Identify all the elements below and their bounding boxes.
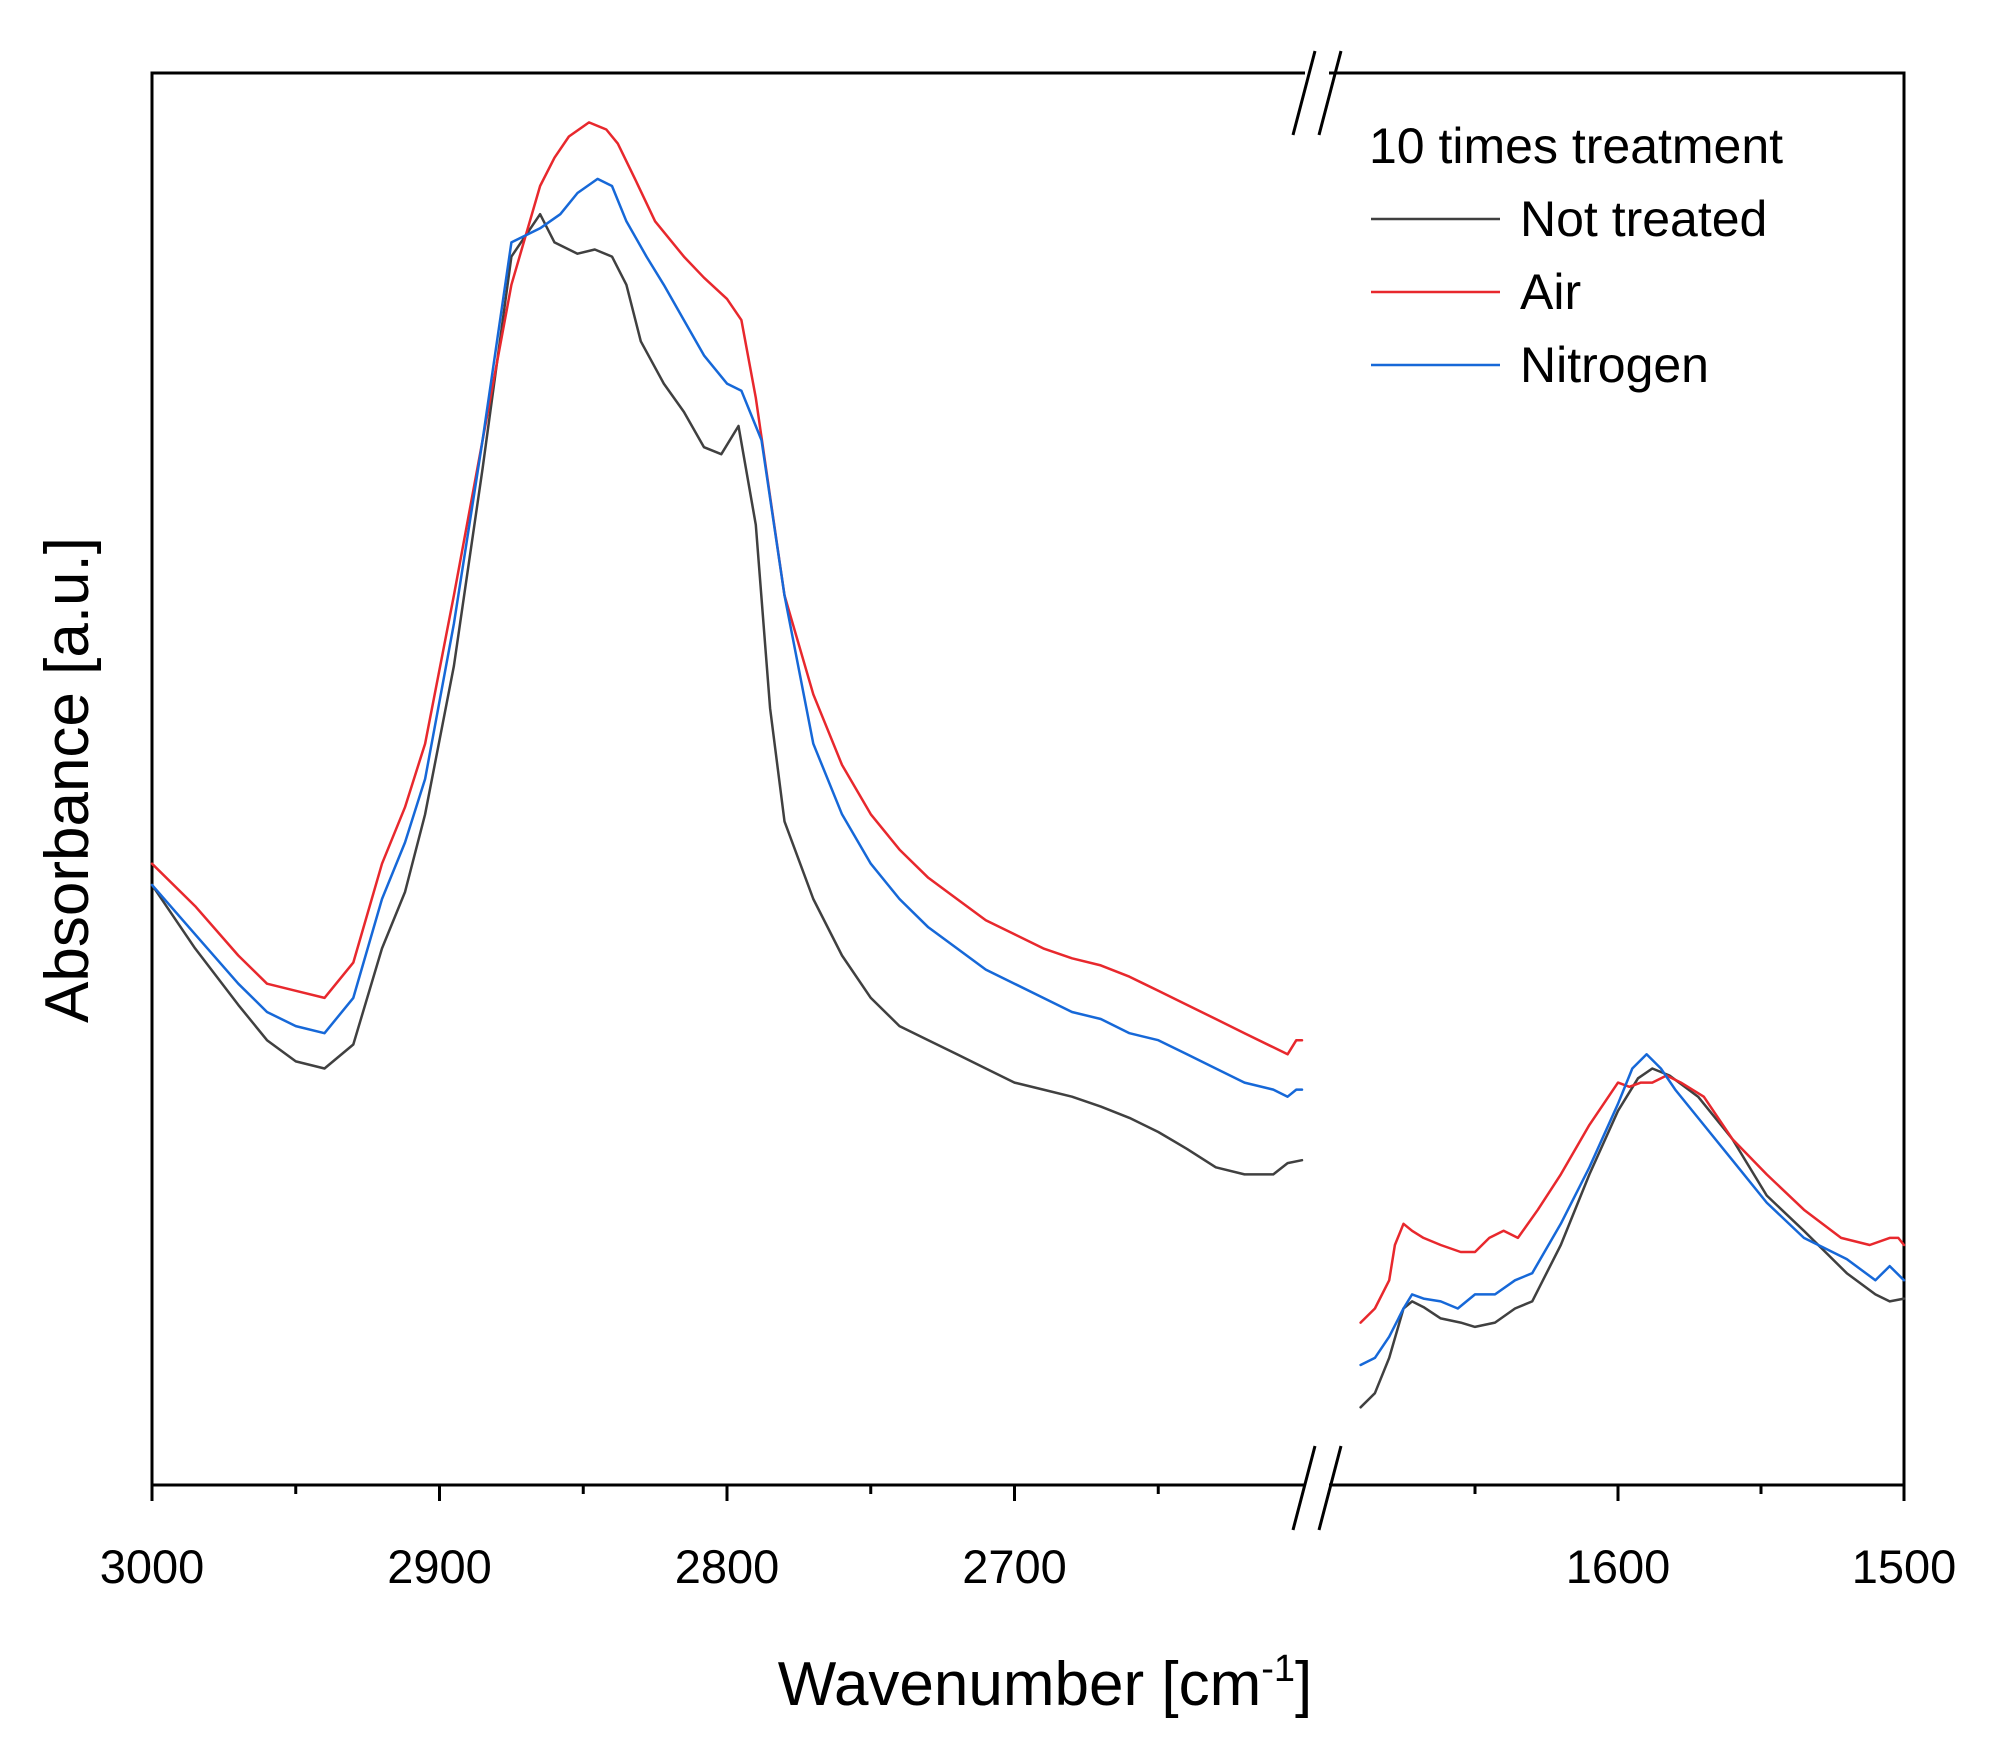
series-line-nitrogen-seg2 (1359, 1053, 1906, 1367)
break-slash-1-1 (1317, 1445, 1343, 1531)
x-tick-label-2800: 2800 (675, 1540, 780, 1593)
break-gap-bottom (1305, 1482, 1329, 1489)
x-tick-label-3000: 3000 (100, 1540, 205, 1593)
x-axis-tick-labels: 3000 2900 2800 2700 1600 1500 (100, 1540, 1957, 1593)
x-tick-label-2900: 2900 (387, 1540, 492, 1593)
series-line-air-seg1 (150, 121, 1304, 1056)
legend-label-nitrogen: Nitrogen (1520, 337, 1709, 393)
x-axis-label: Wavenumber [cm-1] (778, 1648, 1313, 1719)
x-tick-label-1600: 1600 (1566, 1540, 1671, 1593)
break-slash-1-0 (1291, 1445, 1317, 1531)
y-axis-label: Absorbance [a.u.] (33, 537, 102, 1023)
series-line-nitrogen-seg1 (150, 177, 1304, 1098)
axis-break-marks (1291, 50, 1343, 1531)
x-axis-ticks (150, 1485, 1906, 1501)
legend-title: 10 times treatment (1369, 118, 1783, 174)
series-line-air-seg2 (1359, 1074, 1906, 1324)
series-lines (150, 121, 1906, 1409)
plot-frame (150, 71, 1906, 1487)
break-slash-0-1 (1317, 50, 1343, 136)
legend: 10 times treatment Not treated Air Nitro… (1369, 118, 1783, 393)
x-tick-label-1500: 1500 (1852, 1540, 1957, 1593)
break-gap-top (1305, 70, 1329, 77)
legend-label-not-treated: Not treated (1520, 191, 1767, 247)
legend-label-air: Air (1520, 264, 1581, 320)
x-tick-label-2700: 2700 (962, 1540, 1067, 1593)
break-slash-0-0 (1291, 50, 1317, 136)
series-line-not-treated-seg1 (150, 212, 1304, 1176)
series-line-not-treated-seg2 (1359, 1067, 1906, 1409)
